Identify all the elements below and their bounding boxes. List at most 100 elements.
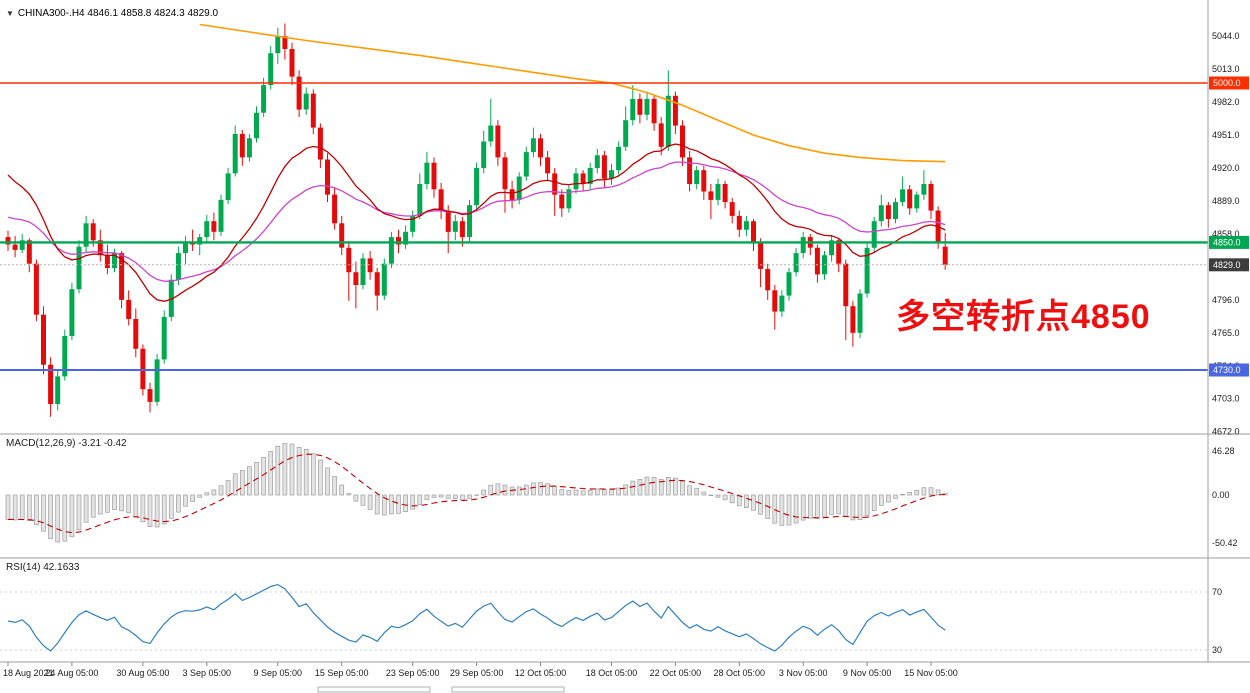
horizontal-level-lines[interactable] [0,82,1208,371]
candle-body [878,205,884,222]
candle-body [55,376,61,404]
candle-body [885,205,891,219]
candle-body [275,36,281,54]
candle-body [495,125,501,158]
candle-body [112,253,117,268]
macd-scale-label: -50.42 [1212,538,1238,548]
time-tick-label: 22 Oct 05:00 [650,668,702,678]
macd-histogram-bar [744,494,749,508]
time-tick-label: 18 Oct 05:00 [586,668,638,678]
candle-body [310,93,316,128]
candle-body [12,244,18,250]
macd-histogram-bar [687,485,692,496]
macd-histogram-bar [168,494,174,519]
candle-body [850,306,856,333]
macd-histogram-bar [751,494,756,511]
macd-histogram-bar [190,494,195,502]
candle-body [942,246,948,265]
macd-histogram-bar [197,494,203,498]
macd-histogram-bar [218,485,224,496]
macd-histogram-bar [722,494,728,501]
candle-body [921,184,927,195]
candle-body [630,98,636,121]
price-marker-box [1209,363,1249,377]
macd-histogram-bar [310,453,316,496]
candle-body [289,49,295,77]
macd-histogram-bar [502,484,508,496]
macd-histogram-bar [935,489,941,496]
candle-body [183,242,188,253]
candle-body [793,253,799,273]
macd-histogram-bar [318,459,323,496]
price-axis[interactable]: 5044.0 5013.0 4982.0 4951.0 4920.0 4889.0 4858… [1209,31,1249,655]
candle-body [218,199,224,232]
macd-histogram-bar [523,484,529,496]
macd-histogram-bar [133,494,139,517]
candle-body [928,184,934,211]
macd-histogram-bar [346,493,352,496]
candle-body [701,170,707,192]
macd-histogram-bar [488,484,494,496]
macd-histogram-bar [807,494,813,519]
rsi-line [7,583,946,652]
bottom-partial-widgets [317,686,565,693]
candle-body [332,194,338,224]
macd-histogram-bar [367,494,373,510]
macd-histogram-bar [694,488,700,496]
candle-body [573,173,579,190]
candle-body [175,253,181,280]
candle-body [303,93,309,110]
macd-histogram-bar [602,489,607,496]
candle-body [410,215,416,232]
price-tick-label: 4858.0 [1212,229,1240,239]
candle-body [637,98,643,115]
candle-body [488,125,494,142]
candle-body [282,36,288,49]
candle-body [467,205,472,238]
price-marker-box [1209,235,1249,249]
candle-body [133,319,139,349]
macd-histogram-bar [247,466,252,496]
macd-histogram-bar [729,494,735,504]
macd-histogram-bar [161,494,167,525]
candlesticks[interactable] [5,23,948,417]
macd-histogram-bar [914,489,920,496]
price-tick-label: 4920.0 [1212,163,1240,173]
time-tick-label: 12 Oct 05:00 [515,668,567,678]
macd-histogram-bar [815,494,820,519]
macd-histogram-bar [112,494,117,511]
candle-body [396,237,401,245]
candle-body [893,202,898,220]
time-tick-label: 9 Sep 05:00 [254,668,303,678]
candle-body [83,223,89,247]
collapse-arrow-icon[interactable]: ▼ [6,8,14,18]
candle-body [736,215,742,230]
macd-histogram-bar [616,487,621,496]
price-tick-label: 5013.0 [1212,64,1240,74]
macd-histogram-bar [545,483,550,496]
macd-histogram-bar [389,494,394,515]
macd-histogram-bar [204,492,210,496]
macd-histogram-bar [62,494,68,542]
macd-histogram-bar [90,494,96,518]
macd-histogram-bar [637,479,643,496]
macd-histogram-bar [396,494,401,514]
symbol-ohlc-label: CHINA300-.H4 4846.1 4858.8 4824.3 4829.0 [17,8,219,19]
macd-histogram-bar [12,494,18,521]
candle-body [147,389,153,402]
macd-histogram-bar [119,494,124,512]
candle-body [168,279,174,317]
time-tick-label: 3 Sep 05:00 [183,668,232,678]
macd-histogram-bar [325,467,330,496]
candle-body [694,170,700,184]
macd-histogram-bar [19,494,25,520]
macd-histogram-bar [97,494,103,515]
candle-body [587,168,593,184]
macd-histogram-bar [907,492,913,496]
macd-histogram-bar [225,480,231,496]
macd-histogram-bar [786,494,792,526]
candle-body [417,184,423,216]
macd-histogram-bar [673,477,678,496]
